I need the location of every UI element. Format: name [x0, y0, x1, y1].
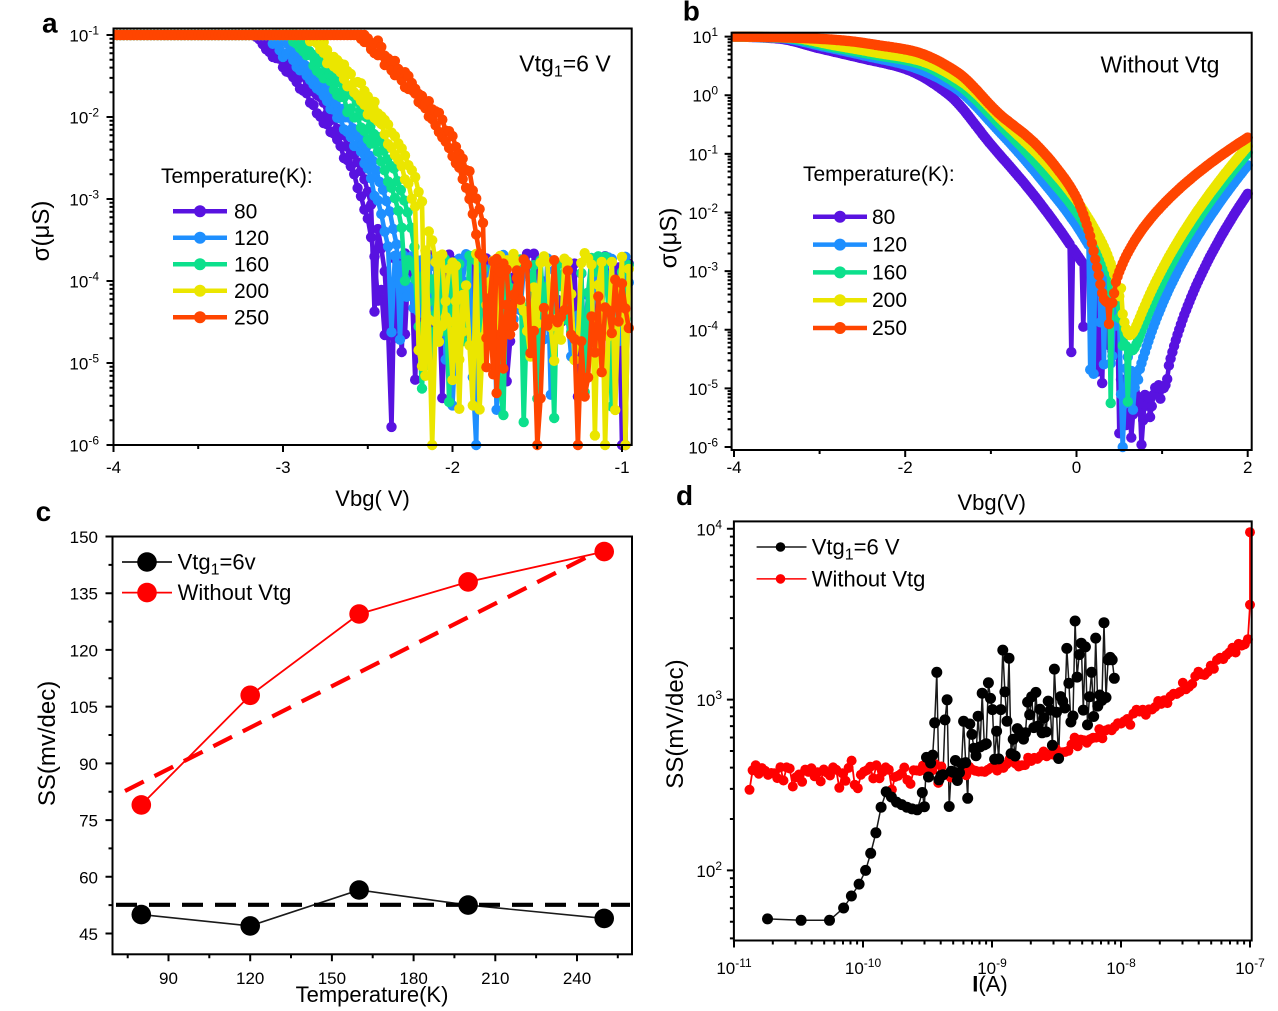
svg-text:210: 210: [481, 969, 509, 988]
svg-text:105: 105: [70, 698, 98, 717]
svg-text:-3: -3: [275, 458, 290, 477]
svg-text:SS(mV/dec): SS(mV/dec): [662, 659, 689, 788]
svg-text:160: 160: [872, 261, 907, 284]
svg-text:150: 150: [70, 528, 98, 547]
svg-text:Temperature(K): Temperature(K): [296, 982, 449, 1007]
svg-text:120: 120: [236, 969, 264, 988]
svg-text:Vbg(V): Vbg(V): [957, 490, 1025, 515]
svg-text:200: 200: [234, 280, 269, 303]
svg-text:200: 200: [872, 289, 907, 312]
svg-text:160: 160: [234, 253, 269, 276]
svg-text:-1: -1: [614, 458, 629, 477]
svg-text:c: c: [36, 496, 52, 527]
svg-text:Vbg( V): Vbg( V): [335, 486, 410, 511]
svg-text:a: a: [42, 7, 58, 38]
svg-text:90: 90: [79, 755, 98, 774]
svg-text:d: d: [676, 480, 693, 511]
svg-text:Vtg1=6 V: Vtg1=6 V: [812, 535, 900, 564]
svg-text:75: 75: [79, 812, 98, 831]
svg-text:80: 80: [872, 206, 895, 229]
svg-text:180: 180: [399, 969, 427, 988]
svg-text:240: 240: [563, 969, 591, 988]
svg-text:0: 0: [1072, 458, 1081, 477]
svg-text:-2: -2: [898, 458, 913, 477]
svg-text:120: 120: [234, 227, 269, 250]
svg-text:90: 90: [159, 969, 178, 988]
svg-text:2: 2: [1243, 458, 1252, 477]
svg-text:Without Vtg: Without Vtg: [1101, 52, 1220, 78]
svg-text:150: 150: [318, 969, 346, 988]
svg-text:45: 45: [79, 925, 98, 944]
svg-text:-4: -4: [106, 458, 121, 477]
svg-text:80: 80: [234, 200, 257, 223]
svg-text:b: b: [683, 0, 700, 27]
svg-text:Temperature(K):: Temperature(K):: [803, 163, 955, 186]
svg-text:Temperature(K):: Temperature(K):: [161, 165, 313, 188]
svg-text:120: 120: [70, 641, 98, 660]
svg-text:250: 250: [872, 317, 907, 340]
svg-text:-2: -2: [445, 458, 460, 477]
svg-text:Vtg1=6 V: Vtg1=6 V: [519, 51, 611, 81]
svg-text:I(A): I(A): [972, 972, 1007, 997]
svg-text:Without Vtg: Without Vtg: [178, 580, 292, 605]
svg-text:-4: -4: [726, 458, 741, 477]
svg-text:120: 120: [872, 234, 907, 257]
svg-text:σ(μS): σ(μS): [28, 201, 55, 262]
svg-text:135: 135: [70, 585, 98, 604]
svg-text:σ(μS): σ(μS): [656, 208, 683, 269]
svg-text:250: 250: [234, 306, 269, 329]
svg-text:60: 60: [79, 868, 98, 887]
svg-text:Without Vtg: Without Vtg: [812, 566, 926, 591]
svg-text:SS(mv/dec): SS(mv/dec): [34, 681, 61, 806]
